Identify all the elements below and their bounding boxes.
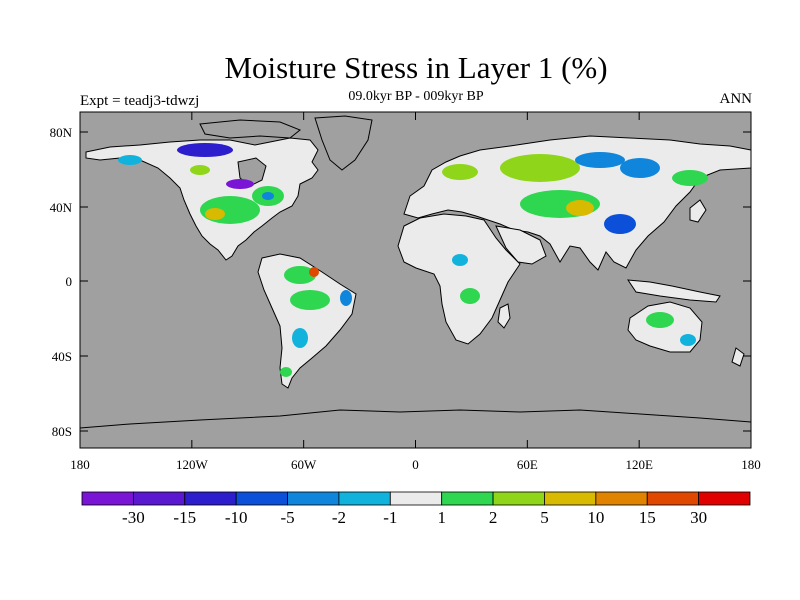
colorbar-swatch [492, 491, 545, 506]
anomaly-patch [284, 266, 316, 284]
anomaly-patch [646, 312, 674, 328]
land-madagascar [497, 303, 511, 329]
anomaly-patch [604, 214, 636, 234]
anomaly-patch [442, 164, 478, 180]
land-greenland [314, 115, 373, 171]
anomaly-patch [262, 192, 274, 200]
land-arctic-islands [199, 119, 301, 139]
anomaly-patch [672, 170, 708, 186]
anomaly-patch [340, 290, 352, 306]
colorbar-label: -15 [173, 508, 196, 527]
colorbar-swatch [544, 491, 597, 506]
colorbar-swatch [338, 491, 391, 506]
latitude-ticks: 80N 40N 0 40S 80S [50, 125, 751, 439]
season-label: ANN [719, 91, 753, 107]
land-arabia [495, 225, 547, 265]
anomaly-patch [290, 290, 330, 310]
colorbar-swatch [698, 491, 751, 506]
colorbar-swatch [184, 491, 237, 506]
lon-tick-label: 120E [625, 457, 653, 472]
anomaly-patch [280, 367, 292, 377]
lon-tick-label: 180 [70, 457, 90, 472]
colorbar-label: -1 [383, 508, 397, 527]
colorbar-label: -2 [332, 508, 346, 527]
lon-tick-label: 0 [412, 457, 419, 472]
lon-tick-label: 60W [291, 457, 317, 472]
lat-tick-label: 40S [52, 349, 72, 364]
colorbar-label: 1 [437, 508, 446, 527]
colorbar-label: 30 [690, 508, 707, 527]
anomaly-patches [118, 143, 708, 377]
lat-tick-label: 40N [50, 200, 73, 215]
colorbar-label: -30 [122, 508, 145, 527]
lat-tick-label: 0 [66, 274, 73, 289]
anomaly-patch [680, 334, 696, 346]
anomaly-patch [205, 208, 225, 220]
lon-tick-label: 60E [517, 457, 538, 472]
land-layer [80, 115, 751, 448]
colorbar-swatch [595, 491, 648, 506]
colorbar-label: -10 [225, 508, 248, 527]
land-antarctica [80, 409, 751, 448]
colorbar-swatch [81, 491, 134, 506]
colorbar-swatch [389, 491, 443, 506]
colorbar-swatch [441, 491, 494, 506]
land-indonesia [627, 279, 721, 303]
anomaly-patch [292, 328, 308, 348]
land-south-america [257, 253, 357, 389]
colorbar-swatch [287, 491, 340, 506]
colorbar: -30 -15 -10 -5 -2 -1 1 2 5 10 15 30 [81, 491, 751, 527]
lon-tick-label: 120W [176, 457, 209, 472]
colorbar-swatch [235, 491, 288, 506]
experiment-label: Expt = teadj3-tdwzj [80, 93, 200, 109]
anomaly-patch [500, 154, 580, 182]
colorbar-label: 15 [639, 508, 656, 527]
lon-tick-label: 180 [741, 457, 761, 472]
lat-tick-label: 80S [52, 424, 72, 439]
colorbar-swatch [646, 491, 700, 506]
map-subtitle: 09.0kyr BP - 009kyr BP [348, 89, 484, 104]
lat-tick-label: 80N [50, 125, 73, 140]
colorbar-label: 2 [489, 508, 498, 527]
anomaly-patch [452, 254, 468, 266]
colorbar-label: -5 [280, 508, 294, 527]
anomaly-patch [575, 152, 625, 168]
land-new-zealand [731, 347, 745, 367]
anomaly-patch [460, 288, 480, 304]
anomaly-patch [190, 165, 210, 175]
colorbar-swatch [132, 491, 186, 506]
colorbar-label: 10 [587, 508, 604, 527]
colorbar-label: 5 [540, 508, 549, 527]
longitude-ticks: 180 120W 60W 0 60E 120E 180 [70, 112, 761, 472]
land-africa [397, 213, 521, 345]
anomaly-patch [566, 200, 594, 216]
anomaly-patch [226, 179, 254, 189]
land-japan [689, 199, 707, 223]
anomaly-patch [118, 155, 142, 165]
anomaly-patch [620, 158, 660, 178]
map-title: Moisture Stress in Layer 1 (%) [224, 50, 608, 85]
anomaly-patch [309, 267, 319, 277]
hudson-bay [237, 157, 267, 187]
anomaly-patch [177, 143, 233, 157]
